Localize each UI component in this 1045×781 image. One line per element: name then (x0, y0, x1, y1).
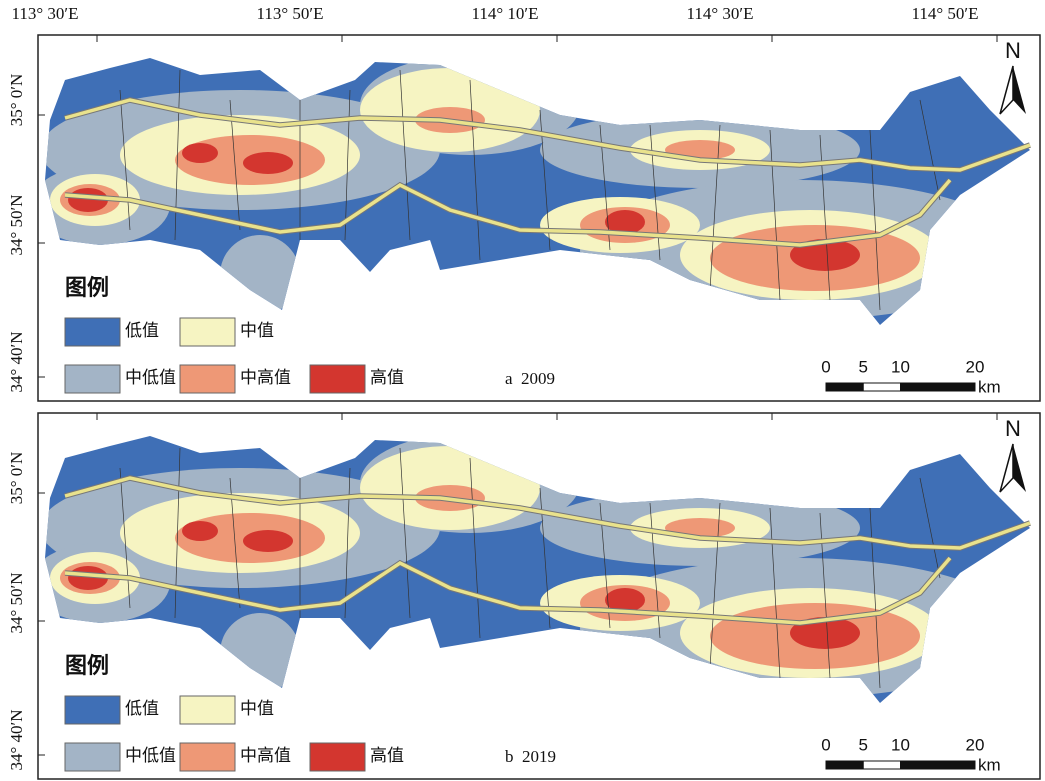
scale-unit: km (978, 377, 1001, 396)
longitude-label: 114° 10′E (471, 4, 538, 23)
scale-bar-segment (863, 761, 900, 769)
legend-label: 中低值 (125, 746, 176, 765)
panel-label: a 2009 (505, 369, 555, 388)
scale-bar-segment (863, 383, 900, 391)
legend-swatch (65, 318, 120, 346)
legend-swatch (65, 696, 120, 724)
scale-tick-label: 5 (859, 357, 868, 376)
scale-tick-label: 0 (821, 735, 830, 754)
legend-swatch (180, 318, 235, 346)
legend-swatch (180, 696, 235, 724)
legend-label: 中高值 (240, 746, 291, 765)
legend-swatch (310, 365, 365, 393)
panel-label: b 2019 (505, 747, 556, 766)
legend-label: 中低值 (125, 368, 176, 387)
legend-swatch (65, 365, 120, 393)
longitude-label: 113° 50′E (256, 4, 323, 23)
longitude-label: 114° 30′E (686, 4, 753, 23)
legend-label: 中高值 (240, 368, 291, 387)
scale-tick-label: 10 (891, 735, 910, 754)
figure: 113° 30′E 113° 50′E 114° 10′E 114° 30′E 114°… (0, 0, 1045, 781)
legend-label: 中值 (240, 699, 274, 718)
north-label: N (1005, 38, 1021, 63)
legend-label: 高值 (370, 746, 404, 765)
scale-tick-label: 20 (966, 735, 985, 754)
legend-swatch (65, 743, 120, 771)
scale-bar-segment (901, 383, 976, 391)
latitude-label: 35° 0′N (7, 74, 26, 127)
latitude-label: 35° 0′N (7, 452, 26, 505)
legend-label: 中值 (240, 321, 274, 340)
scale-bar-segment (826, 761, 863, 769)
legend-title: 图例 (65, 275, 109, 300)
scale-bar-segment (826, 383, 863, 391)
legend-title: 图例 (65, 653, 109, 678)
latitude-label: 34° 50′N (7, 572, 26, 633)
legend-label: 低值 (125, 699, 159, 718)
scale-tick-label: 20 (966, 357, 985, 376)
latitude-label: 34° 40′N (7, 709, 26, 770)
latitude-label: 34° 40′N (7, 331, 26, 392)
longitude-label: 114° 50′E (911, 4, 978, 23)
legend-swatch (180, 743, 235, 771)
legend-label: 低值 (125, 321, 159, 340)
latitude-label: 34° 50′N (7, 194, 26, 255)
scale-tick-label: 0 (821, 357, 830, 376)
scale-unit: km (978, 755, 1001, 774)
scale-tick-label: 10 (891, 357, 910, 376)
longitude-label: 113° 30′E (11, 4, 78, 23)
legend-label: 高值 (370, 368, 404, 387)
scale-bar-segment (901, 761, 976, 769)
legend-swatch (310, 743, 365, 771)
north-label: N (1005, 416, 1021, 441)
scale-tick-label: 5 (859, 735, 868, 754)
legend-swatch (180, 365, 235, 393)
